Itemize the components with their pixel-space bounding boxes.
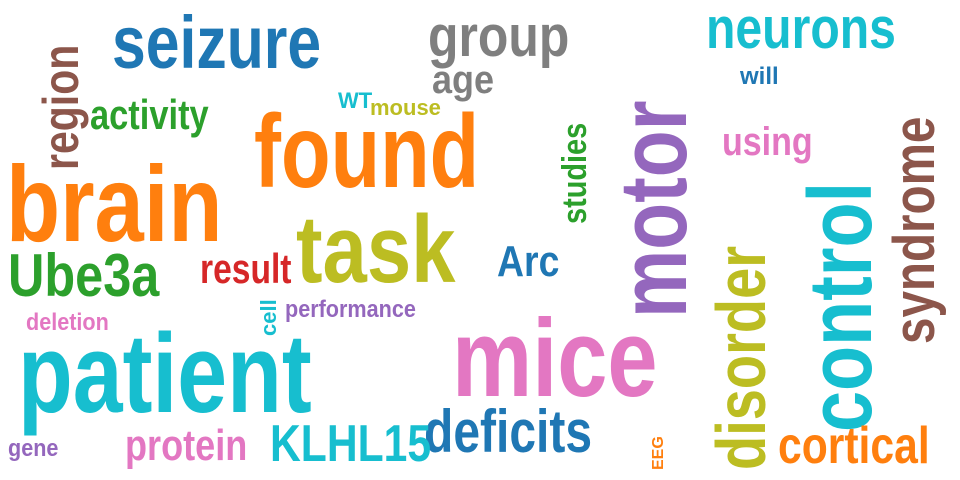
- word-found: found: [254, 94, 480, 210]
- word-seizure: seizure: [112, 1, 322, 84]
- word-using: using: [722, 120, 813, 164]
- word-wt: WT: [338, 88, 373, 113]
- word-cortical: cortical: [778, 417, 930, 475]
- word-gene: gene: [8, 435, 59, 462]
- word-studies: studies: [556, 122, 594, 224]
- word-mice: mice: [452, 297, 658, 420]
- word-will: will: [740, 63, 779, 90]
- word-patient: patient: [18, 311, 312, 436]
- word-activity: activity: [90, 91, 209, 138]
- word-age: age: [432, 58, 495, 102]
- word-mouse: mouse: [370, 95, 441, 120]
- word-klhl15: KLHL15: [270, 415, 432, 473]
- word-group: group: [428, 4, 570, 69]
- word-ube3a: Ube3a: [8, 242, 160, 309]
- word-motor: motor: [600, 100, 707, 319]
- word-control: control: [791, 181, 891, 432]
- word-protein: protein: [125, 421, 248, 470]
- word-arc: Arc: [497, 237, 560, 286]
- word-syndrome: syndrome: [882, 116, 947, 344]
- word-neurons: neurons: [706, 0, 896, 61]
- word-result: result: [200, 245, 292, 292]
- word-deficits: deficits: [424, 398, 593, 465]
- word-performance: performance: [285, 296, 416, 323]
- word-deletion: deletion: [26, 309, 109, 336]
- word-brain: brain: [6, 143, 223, 264]
- word-task: task: [296, 196, 456, 303]
- word-disorder: disorder: [702, 245, 780, 470]
- word-eeg: EEG: [650, 436, 667, 470]
